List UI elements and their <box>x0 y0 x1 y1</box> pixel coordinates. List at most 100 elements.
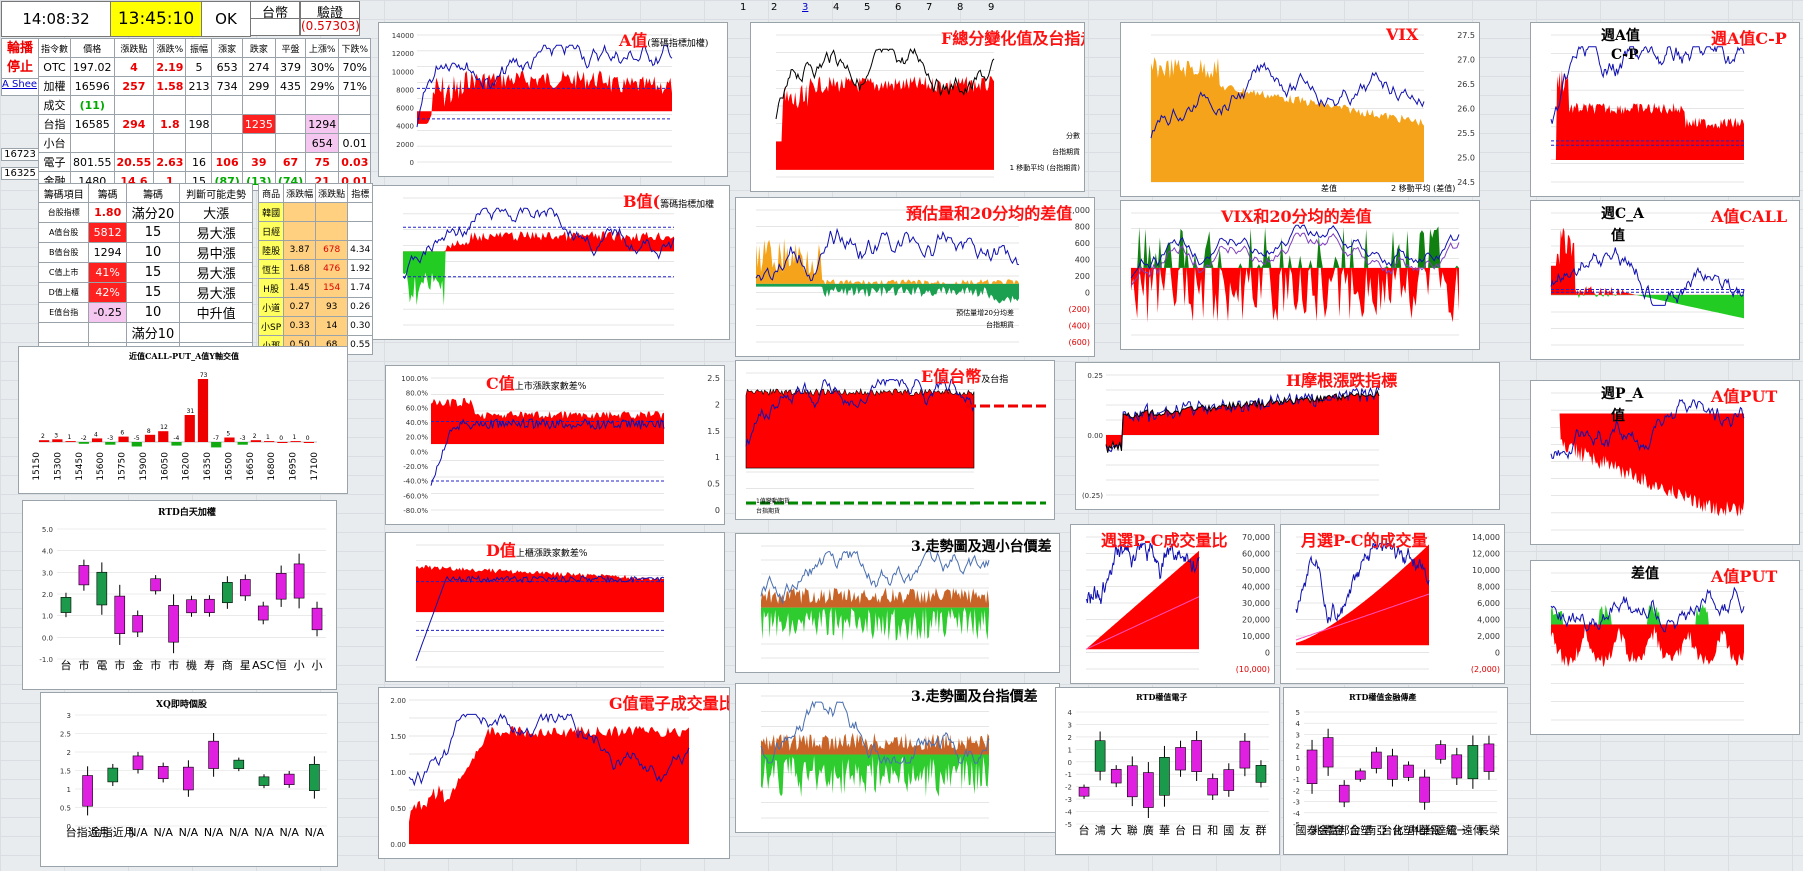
tick-label: 800 <box>1075 223 1090 232</box>
x-tick: 16200 <box>182 452 192 481</box>
category-label: 恒 <box>276 659 287 672</box>
tick-label: -4 <box>1293 810 1301 818</box>
tick-label: -4 <box>1065 809 1073 817</box>
category-label: 統一 <box>1446 823 1468 837</box>
panel-g-value: 2.00 1.50 1.00 0.50 0.00 G值電子成交量比例 <box>378 687 730 859</box>
signal-name: A值台股 <box>37 222 90 243</box>
chart-svg <box>775 34 995 178</box>
area-series <box>756 238 1019 286</box>
candle-body <box>150 578 161 592</box>
signal-txt: 易大漲 <box>179 262 253 283</box>
panel-diff-put: A值PUT 差值 <box>1530 560 1800 735</box>
quote-cell <box>274 95 307 115</box>
tick-label: -1 <box>1293 776 1300 784</box>
callput-bar <box>171 442 182 446</box>
data-label: 1 <box>266 434 270 441</box>
candle-body <box>1078 786 1090 797</box>
chart-svg <box>1550 34 1745 183</box>
callput-bar <box>105 442 116 445</box>
quote-cell: 1294 <box>305 114 340 134</box>
data-label: -7 <box>213 435 219 442</box>
chart-title: H摩根漲跌指標 <box>1286 371 1398 390</box>
tick-label: -3 <box>1065 796 1072 804</box>
x-tick: 15450 <box>75 452 85 481</box>
chart-title: VIX和20分均的差值 <box>1221 207 1372 226</box>
chart-title: 週P_A <box>1601 386 1644 402</box>
signal-cnt: 15 <box>125 222 181 243</box>
chart-title: A值PUT <box>1711 387 1778 406</box>
chart-subtitle: (籌碼指標加權) <box>647 39 709 49</box>
category-label: 南亞 <box>1365 824 1387 837</box>
data-label: -3 <box>107 435 113 442</box>
stop-label[interactable]: 輪播停止 <box>1 38 39 80</box>
tick-label: 0.0% <box>410 448 428 456</box>
tick-label: 400 <box>1075 256 1090 265</box>
category-label: 鴻 <box>1095 823 1106 837</box>
signal-cnt: 10 <box>125 302 181 323</box>
sheet-tab[interactable]: 7 <box>926 2 933 13</box>
tick-label: 6000 <box>396 105 414 113</box>
foreign-cell: 14 <box>315 316 349 336</box>
category-label: 市 <box>168 658 179 672</box>
foreign-cell: 0.27 <box>283 297 317 317</box>
category-label: 小 <box>312 659 323 672</box>
panel-trend-index: 3.走勢圖及台指價差 <box>735 683 1060 833</box>
chart-title: D值上櫃漲跌家數差% <box>486 541 588 560</box>
callput-bar <box>211 442 222 448</box>
category-label: 寿 <box>204 658 215 672</box>
tick-label: 25.0 <box>1457 154 1475 163</box>
tick-label: 0.00 <box>390 841 406 849</box>
candle-body <box>96 571 108 606</box>
sheet-tab[interactable]: 4 <box>833 2 840 13</box>
tick-label: 3 <box>67 712 71 720</box>
tick-label: 24.5 <box>1457 178 1475 187</box>
signal-header: 籌碼 <box>125 183 181 203</box>
sheet-link[interactable]: A Shee <box>1 78 39 96</box>
quote-cell: 成交 <box>37 95 72 115</box>
callput-bar <box>52 439 63 442</box>
category-label: 機 <box>186 658 197 672</box>
sheet-tab[interactable]: 3 <box>802 2 809 13</box>
foreign-cell: 0.26 <box>347 297 374 317</box>
legend-entry: 2 移動平均 (差值) <box>1391 184 1456 193</box>
signal-cnt: 15 <box>125 282 181 303</box>
foreign-cell: 1.45 <box>283 278 317 298</box>
x-tick: 15300 <box>53 452 63 481</box>
chart-svg <box>1550 392 1745 531</box>
chart-title: RTD權值電子 <box>1136 692 1188 702</box>
chart-svg: 1,000 800 600 400 200 0 (200) (400) (600) <box>755 206 1090 347</box>
verify-button[interactable]: 驗證 <box>300 1 360 21</box>
quote-cell: 435 <box>274 76 307 96</box>
foreign-cell: 154 <box>315 278 349 298</box>
tick-label: 40.0% <box>406 419 429 427</box>
category-label: N/A <box>204 826 224 839</box>
sheet-tab[interactable]: 8 <box>957 2 964 13</box>
line-series <box>1085 542 1200 604</box>
quote-cell <box>211 114 243 134</box>
tick-label: 5 <box>1296 709 1300 717</box>
panel-d-value: D值上櫃漲跌家數差% <box>385 532 725 682</box>
chart-svg: 43210-1-2-3-4-5 台鴻大聯廣華台日和國友群 <box>1065 709 1269 837</box>
x-tick: 17100 <box>310 452 320 481</box>
tick-label: 2 <box>1296 743 1300 751</box>
data-label: 0 <box>279 435 283 442</box>
quote-cell <box>185 133 213 153</box>
sheet-tab[interactable]: 1 <box>740 2 747 13</box>
chart-title: 3.走勢圖及週小台價差 <box>911 539 1052 555</box>
tick-label: 2 <box>1068 734 1072 742</box>
ok-cell[interactable]: OK <box>201 1 251 37</box>
foreign-cell: 恆生 <box>257 259 285 279</box>
sheet-tab[interactable]: 5 <box>864 2 871 13</box>
tick-label: 10000 <box>392 68 414 76</box>
sheet-tab[interactable]: 9 <box>988 2 995 13</box>
foreign-cell: 1.92 <box>347 259 374 279</box>
category-label: 華 <box>1159 824 1170 837</box>
x-tick: 16800 <box>267 452 277 481</box>
category-label: 市 <box>114 658 125 672</box>
x-tick: 15900 <box>139 452 149 481</box>
sheet-tab[interactable]: 2 <box>771 2 778 13</box>
tick-label: -2 <box>1065 784 1072 792</box>
sheet-tab[interactable]: 6 <box>895 2 902 13</box>
tick-label: -80.0% <box>403 507 428 515</box>
tick-label: 0 <box>1085 289 1090 298</box>
